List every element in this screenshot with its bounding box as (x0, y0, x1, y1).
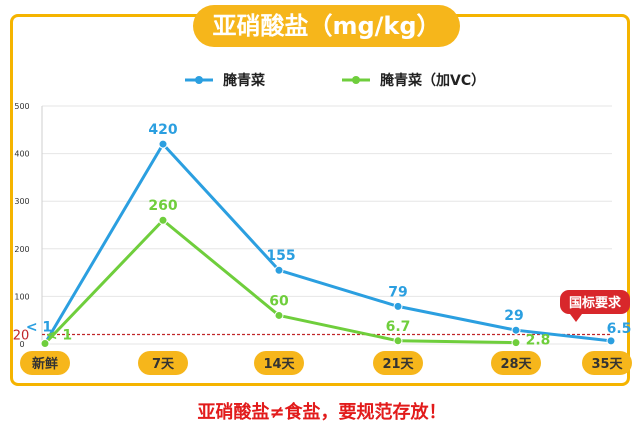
x-category-pill (373, 351, 423, 375)
y-tick-label: 500 (14, 102, 29, 111)
reference-note-label: 国标要求 (569, 295, 622, 311)
x-category-pill (582, 351, 632, 375)
data-point (393, 301, 403, 311)
x-category-pill (491, 351, 541, 375)
x-category-pill (254, 351, 304, 375)
data-point (606, 336, 616, 346)
series-line-2 (43, 218, 517, 345)
data-label: 60 (269, 293, 289, 309)
data-point (274, 265, 284, 275)
x-category-pill (138, 351, 188, 375)
reference-note-badge (560, 290, 630, 314)
data-label: 420 (148, 122, 177, 138)
data-label: 155 (266, 248, 295, 264)
y-tick-label: 0 (19, 340, 24, 349)
footer-warning: 亚硝酸盐≠食盐，要规范存放！ (197, 402, 447, 423)
x-tick-label: 7天 (152, 357, 175, 372)
chart-title: 亚硝酸盐（mg/kg） (193, 5, 460, 47)
data-label: 260 (148, 198, 177, 214)
data-label: 79 (388, 284, 407, 300)
y-tick-label: 400 (14, 150, 29, 159)
legend-swatch-dot (195, 76, 203, 84)
data-point (511, 325, 521, 335)
data-point (511, 338, 521, 348)
x-tick-label: 14天 (263, 357, 295, 372)
reference-note-pointer (570, 314, 582, 322)
x-tick-label: 35天 (591, 357, 623, 372)
legend-swatch-dot (352, 76, 360, 84)
x-tick-label: 28天 (500, 357, 532, 372)
data-point (40, 339, 50, 349)
reference-value-label: 20 (13, 328, 30, 343)
data-point (158, 215, 168, 225)
series-line-1 (43, 142, 612, 345)
y-tick-label: 100 (14, 292, 29, 301)
x-tick-label: 新鲜 (32, 356, 58, 372)
data-label: 6.5 (607, 321, 632, 337)
data-label: 29 (504, 308, 523, 324)
data-label: 6.7 (386, 319, 411, 335)
legend-label: 腌青菜 (223, 72, 266, 89)
y-tick-label: 300 (14, 197, 29, 206)
legend-label: 腌青菜（加VC） (380, 72, 485, 89)
x-category-pill (20, 351, 70, 375)
x-tick-label: 21天 (382, 357, 414, 372)
y-tick-label: 200 (14, 245, 29, 254)
data-point (274, 310, 284, 320)
data-label: < 1 (46, 328, 72, 344)
data-label: 2.8 (526, 333, 551, 349)
data-point (158, 139, 168, 149)
data-label: < 1 (26, 320, 52, 336)
data-point (393, 336, 403, 346)
